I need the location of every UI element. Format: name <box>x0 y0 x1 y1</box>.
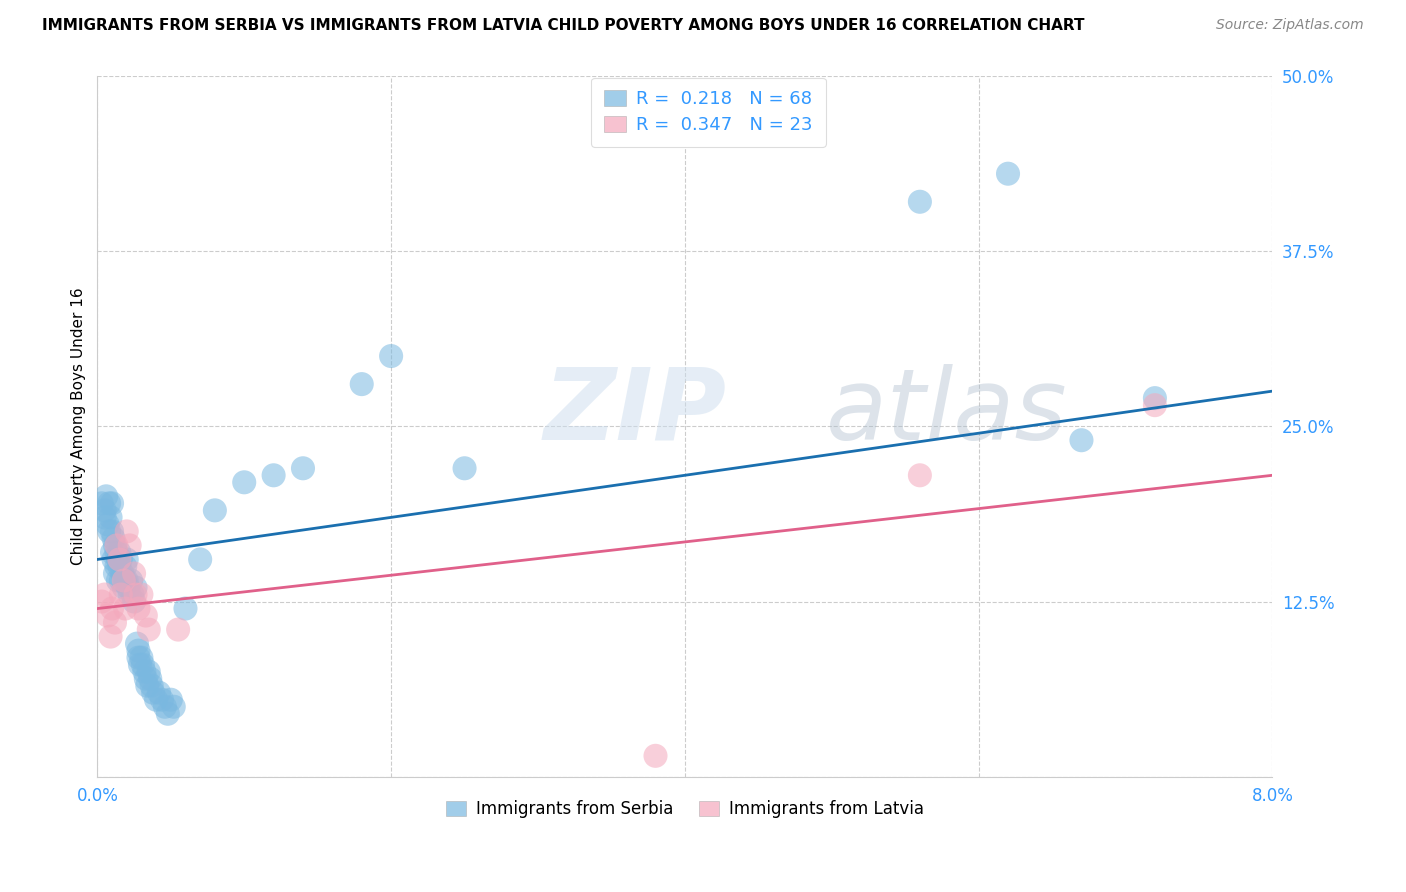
Point <box>145 692 167 706</box>
Point <box>129 657 152 672</box>
Point <box>107 552 129 566</box>
Y-axis label: Child Poverty Among Boys Under 16: Child Poverty Among Boys Under 16 <box>72 287 86 565</box>
Point <box>233 475 256 490</box>
Point <box>167 623 190 637</box>
Point <box>105 538 128 552</box>
Point <box>114 559 136 574</box>
Point <box>127 601 149 615</box>
Text: atlas: atlas <box>825 364 1067 460</box>
Point <box>124 581 146 595</box>
Point <box>97 608 120 623</box>
Point <box>107 574 129 588</box>
Point <box>96 489 118 503</box>
Point <box>105 545 128 559</box>
Point <box>104 615 127 630</box>
Point <box>127 643 149 657</box>
Point <box>101 601 124 615</box>
Point <box>139 672 162 686</box>
Point <box>118 538 141 552</box>
Text: ZIP: ZIP <box>544 364 727 460</box>
Point <box>97 517 120 532</box>
Point <box>159 692 181 706</box>
Point <box>124 587 146 601</box>
Point <box>156 706 179 721</box>
Point <box>153 699 176 714</box>
Point <box>114 601 136 615</box>
Point <box>101 545 124 559</box>
Point <box>111 566 134 581</box>
Point <box>110 587 132 601</box>
Point <box>93 503 115 517</box>
Text: Source: ZipAtlas.com: Source: ZipAtlas.com <box>1216 18 1364 32</box>
Point <box>136 679 159 693</box>
Point <box>163 699 186 714</box>
Point <box>263 468 285 483</box>
Point <box>114 574 136 588</box>
Point <box>104 566 127 581</box>
Point <box>134 665 156 679</box>
Point <box>121 587 143 601</box>
Point <box>118 587 141 601</box>
Point <box>291 461 314 475</box>
Point <box>117 581 139 595</box>
Point <box>100 510 122 524</box>
Point <box>120 574 142 588</box>
Point <box>188 552 211 566</box>
Point <box>115 552 138 566</box>
Point <box>141 679 163 693</box>
Point <box>108 559 131 574</box>
Point <box>98 496 121 510</box>
Point <box>204 503 226 517</box>
Point <box>150 692 173 706</box>
Point <box>135 672 157 686</box>
Point <box>380 349 402 363</box>
Point <box>108 545 131 559</box>
Point <box>908 468 931 483</box>
Point <box>104 538 127 552</box>
Point <box>127 650 149 665</box>
Point <box>103 552 125 566</box>
Point <box>1143 391 1166 405</box>
Point <box>131 650 153 665</box>
Point <box>100 630 122 644</box>
Point <box>1070 434 1092 448</box>
Text: IMMIGRANTS FROM SERBIA VS IMMIGRANTS FROM LATVIA CHILD POVERTY AMONG BOYS UNDER : IMMIGRANTS FROM SERBIA VS IMMIGRANTS FRO… <box>42 18 1084 33</box>
Point <box>125 637 148 651</box>
Point <box>142 686 165 700</box>
Point <box>997 167 1019 181</box>
Point <box>112 581 135 595</box>
Point <box>644 748 666 763</box>
Point <box>90 496 112 510</box>
Point <box>93 587 115 601</box>
Point <box>148 686 170 700</box>
Point <box>138 665 160 679</box>
Point <box>105 559 128 574</box>
Point <box>122 594 145 608</box>
Point <box>115 574 138 588</box>
Point <box>110 552 132 566</box>
Point <box>103 532 125 546</box>
Point <box>90 594 112 608</box>
Point <box>453 461 475 475</box>
Point <box>101 496 124 510</box>
Point <box>122 566 145 581</box>
Point <box>112 574 135 588</box>
Legend: Immigrants from Serbia, Immigrants from Latvia: Immigrants from Serbia, Immigrants from … <box>440 793 931 824</box>
Point <box>138 623 160 637</box>
Point <box>132 657 155 672</box>
Point <box>108 552 131 566</box>
Point <box>174 601 197 615</box>
Point <box>908 194 931 209</box>
Point <box>101 524 124 539</box>
Point <box>98 524 121 539</box>
Point <box>350 377 373 392</box>
Point <box>93 510 115 524</box>
Point <box>110 574 132 588</box>
Point <box>131 587 153 601</box>
Point <box>115 524 138 539</box>
Point <box>135 608 157 623</box>
Point <box>1143 398 1166 412</box>
